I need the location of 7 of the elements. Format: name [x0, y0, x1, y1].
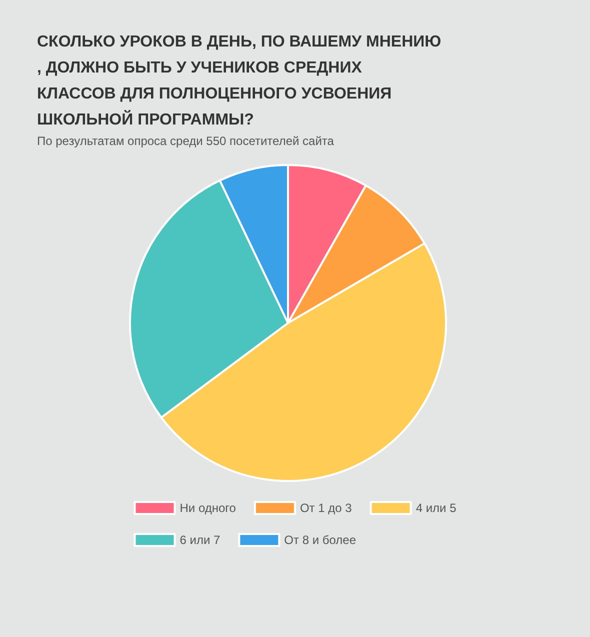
chart-title: СКОЛЬКО УРОКОВ В ДЕНЬ, ПО ВАШЕМУ МНЕНИЮ, ДОЛЖНО БЫТЬ У УЧЕНИКОВ СРЕДНИХ КЛАССОВ ДЛЯ ПОЛНОЦЕННОГО УСВОЕНИЯ ШКОЛЬНОЙ ПРОГРАММЫ?	[37, 34, 442, 128]
legend-label: От 1 до 3	[300, 501, 352, 515]
legend-label: От 8 и более	[284, 533, 356, 547]
legend-label: 6 или 7	[180, 533, 221, 547]
chart-subtitle: По результатам опроса среди 550 посетителей сайта	[37, 134, 334, 148]
legend-label: Ни одного	[180, 501, 236, 515]
legend-label: 4 или 5	[416, 501, 457, 515]
